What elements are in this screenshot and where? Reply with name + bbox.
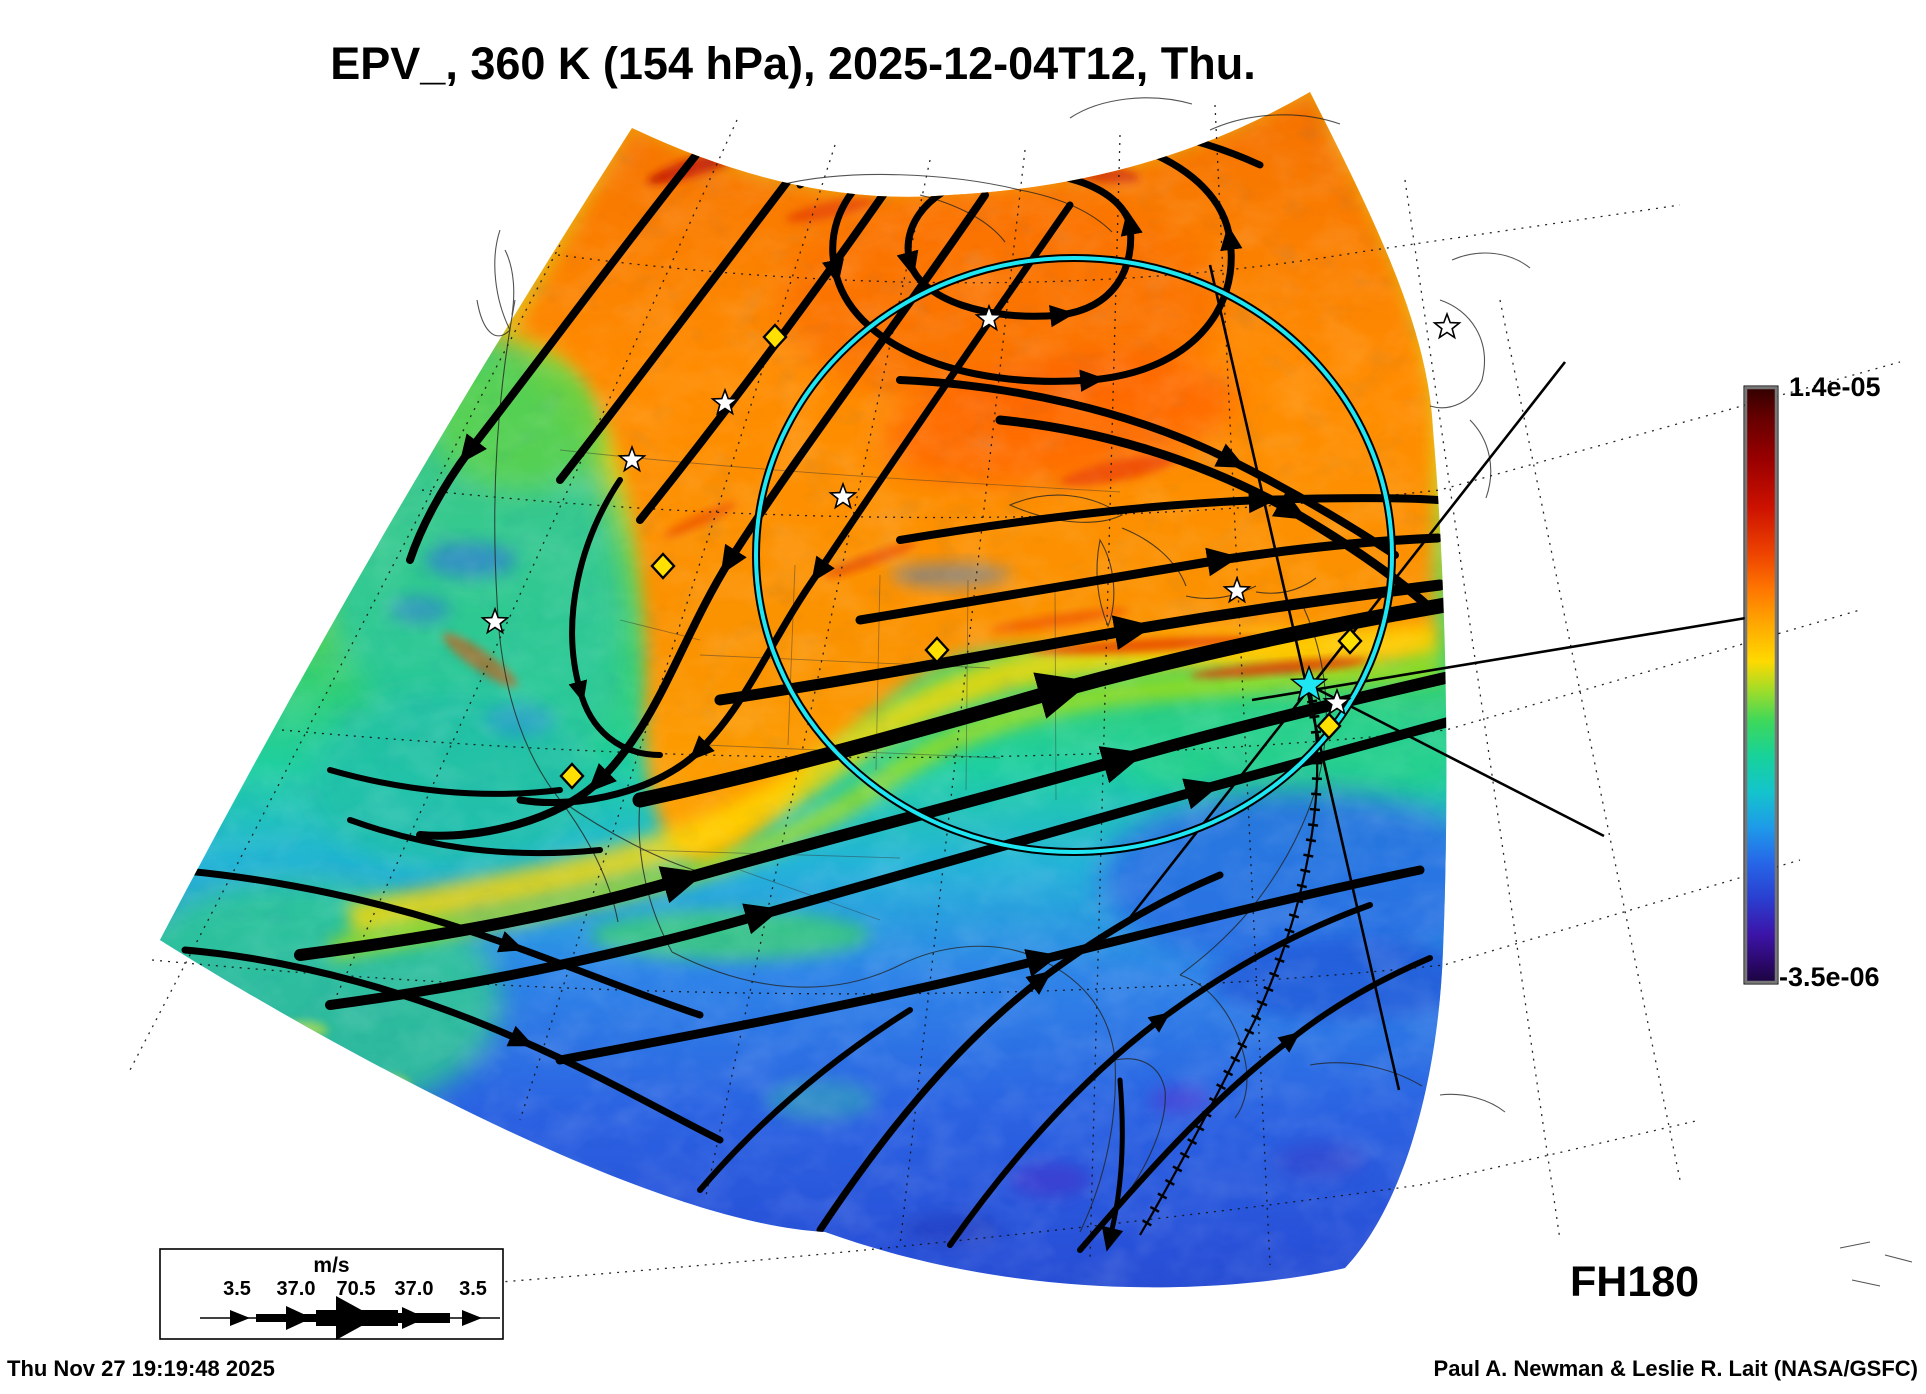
range-ring <box>752 254 1396 856</box>
colorbar <box>1743 385 1779 985</box>
colorbar-min-label: -3.5e-06 <box>1779 962 1880 992</box>
credit-text: Paul A. Newman & Leslie R. Lait (NASA/GS… <box>1433 1356 1918 1381</box>
map-title: EPV_, 360 K (154 hPa), 2025-12-04T12, Th… <box>330 38 1256 89</box>
forecast-hour-label: FH180 <box>1570 1258 1700 1306</box>
legend-speed-label: 3.5 <box>459 1278 487 1300</box>
legend-units-label: m/s <box>313 1254 350 1277</box>
creation-timestamp: Thu Nov 27 19:19:48 2025 <box>7 1356 275 1381</box>
legend-speed-label: 37.0 <box>394 1278 434 1300</box>
colorbar-max-label: 1.4e-05 <box>1789 372 1881 402</box>
trajectory-track <box>1135 683 1323 1238</box>
coastlines <box>476 97 1913 1287</box>
legend-speed-label: 3.5 <box>223 1278 251 1300</box>
legend-speed-label: 37.0 <box>276 1278 316 1300</box>
legend-speed-label: 70.5 <box>336 1278 376 1300</box>
wind-streamlines <box>171 120 1447 1253</box>
wind-speed-legend <box>159 1248 504 1340</box>
